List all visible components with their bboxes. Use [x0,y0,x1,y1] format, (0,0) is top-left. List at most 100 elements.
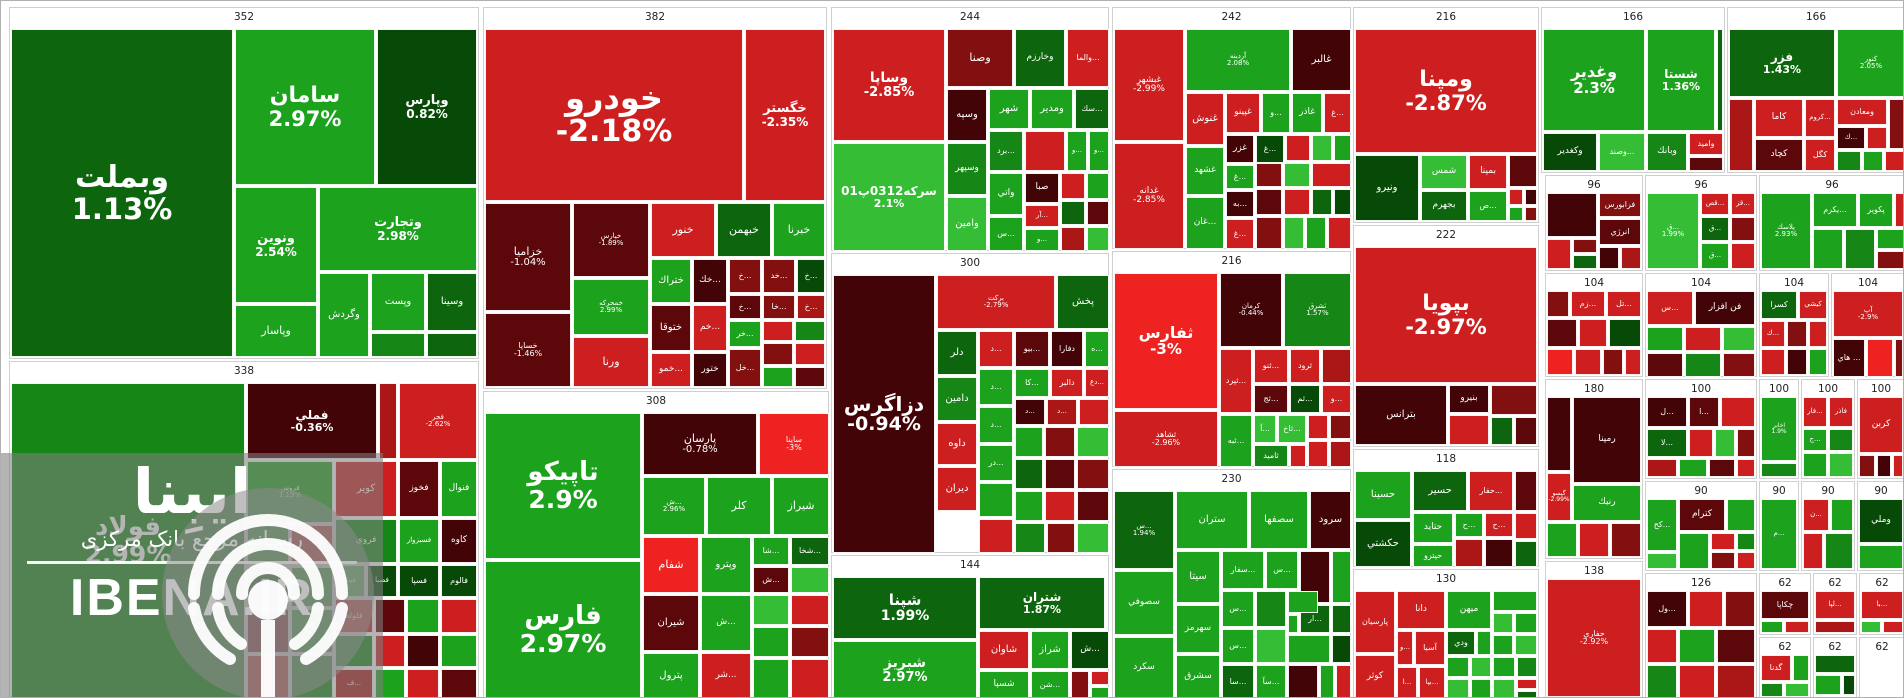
tile[interactable] [1647,459,1677,477]
tile[interactable] [1447,657,1469,677]
tile-خودرو[interactable]: خودرو -2.18% [485,29,743,201]
tile[interactable] [1477,631,1491,655]
sector-header-31[interactable]: 90 [1772,485,1786,497]
tile-بترانس[interactable]: بترانس [1355,385,1447,445]
tile[interactable] [1491,385,1537,415]
tile-سكرد[interactable]: سكرد [1114,637,1174,697]
tile-وپست[interactable]: وپست [371,273,425,331]
tile[interactable] [1603,349,1623,375]
tile-وگردش[interactable]: وگردش [319,273,369,357]
tile-شفام[interactable]: شفام [643,537,699,593]
tile[interactable] [1515,417,1537,445]
sector-header-11[interactable]: 222 [1435,229,1457,241]
tile[interactable] [291,609,333,653]
tile[interactable] [1091,671,1109,685]
tile-كوير[interactable]: كوير [335,461,397,517]
tile[interactable] [1813,229,1843,269]
sector-header-10[interactable]: 216 [1435,11,1457,23]
sector-header-30[interactable]: 100 [1870,383,1892,395]
tile-...س[interactable]: ...س [1647,291,1693,325]
tile-...ا[interactable]: ...ا [1689,397,1719,427]
tile[interactable] [763,367,793,387]
tile[interactable] [1330,415,1351,439]
tile-فسپا[interactable]: فسپا [399,565,439,597]
tile[interactable] [1077,491,1109,521]
tile-...يكرم[interactable]: ...يكرم [1813,193,1857,227]
tile-فالوم[interactable]: فالوم [441,565,477,597]
tile[interactable] [1621,247,1641,269]
tile[interactable] [1727,499,1755,531]
tile[interactable] [1015,459,1043,489]
tile[interactable] [1679,533,1709,569]
tile-سشرق[interactable]: سشرق [1176,655,1220,697]
tile[interactable] [441,635,477,667]
tile[interactable] [1731,217,1755,241]
tile-...م[interactable]: ...م [1761,499,1797,569]
tile[interactable] [1077,459,1109,489]
tile[interactable] [407,635,439,667]
tile-كترام[interactable]: كترام [1679,499,1725,531]
tile[interactable] [1525,207,1537,221]
tile-...تل[interactable]: ...تل [1607,291,1641,317]
tile[interactable] [1711,533,1735,550]
sector-header-5[interactable]: 308 [645,395,667,407]
tile[interactable] [1306,217,1326,249]
tile[interactable] [1547,319,1577,347]
tile[interactable] [1509,189,1523,205]
tile[interactable] [1336,665,1351,697]
tile-...و[interactable]: ...و [1089,131,1109,171]
tile-دانا[interactable]: دانا [1397,591,1445,629]
tile[interactable] [1045,427,1075,457]
tile-...ك[interactable]: ...ك [1837,127,1865,149]
tile-وپاسار[interactable]: وپاسار [235,305,317,357]
tile-كاما[interactable]: كاما [1755,99,1803,137]
tile-سيتا[interactable]: سيتا [1176,551,1220,603]
sector-header-0[interactable]: 352 [233,11,255,23]
sector-header-39[interactable]: 62 [1875,641,1889,653]
tile[interactable] [1312,163,1351,187]
tile[interactable] [291,655,333,697]
tile[interactable] [1685,353,1721,377]
tile-بنيرو[interactable]: بنيرو [1449,385,1489,413]
sector-header-1[interactable]: 382 [644,11,666,23]
sector-header-23[interactable]: 138 [1583,565,1605,577]
tile[interactable] [1859,545,1903,569]
tile[interactable] [1895,339,1903,377]
tile-خبرنا[interactable]: خبرنا [773,203,825,257]
tile[interactable] [335,635,373,667]
sector-header-37[interactable]: 62 [1778,641,1792,653]
tile-...در[interactable]: ...در [979,445,1013,481]
tile-وبانك[interactable]: وبانك [1647,133,1687,171]
tile-...خ[interactable]: ...خ [729,259,761,293]
tile[interactable] [791,567,829,593]
tile-فخوز[interactable]: فخوز [399,461,439,517]
tile-ختراك[interactable]: ختراك [651,259,691,303]
tile-...ف[interactable]: ...ف [335,669,373,697]
tile-حتايد[interactable]: حتايد [1413,513,1453,543]
tile-بركت[interactable]: بركت -2.79% [937,275,1055,329]
tile-...خ[interactable]: ...خ [797,295,825,319]
tile[interactable] [1877,251,1903,269]
tile[interactable] [375,669,405,697]
tile-ثشرق[interactable]: ثشرق 1.57% [1284,273,1351,347]
tile-ساينا[interactable]: ساينا -3% [759,413,829,475]
tile[interactable] [1045,459,1075,489]
tile[interactable] [247,567,289,607]
tile[interactable] [1573,239,1597,253]
tile-خمحركه[interactable]: خمحركه 2.99% [573,279,649,335]
tile[interactable] [1330,441,1351,467]
tile-...ق[interactable]: ...ق [1701,217,1729,241]
tile-...خل[interactable]: ...خل [729,349,761,387]
tile-دامين[interactable]: دامين [937,377,977,421]
sector-header-28[interactable]: 100 [1768,383,1790,395]
sector-header-38[interactable]: 62 [1828,641,1842,653]
tile-شستا[interactable]: شستا 1.36% [1647,29,1715,131]
tile-فملي[interactable]: فملي -0.36% [247,383,377,459]
tile-...ك[interactable]: ...ك [1761,321,1785,347]
tile-...كروم[interactable]: ...كروم [1805,99,1835,137]
tile[interactable] [1761,463,1797,477]
tile[interactable] [1491,417,1513,445]
tile[interactable] [371,333,425,357]
tile-...ش[interactable]: ...ش [753,567,789,593]
sector-header-22[interactable]: 126 [1690,577,1712,589]
